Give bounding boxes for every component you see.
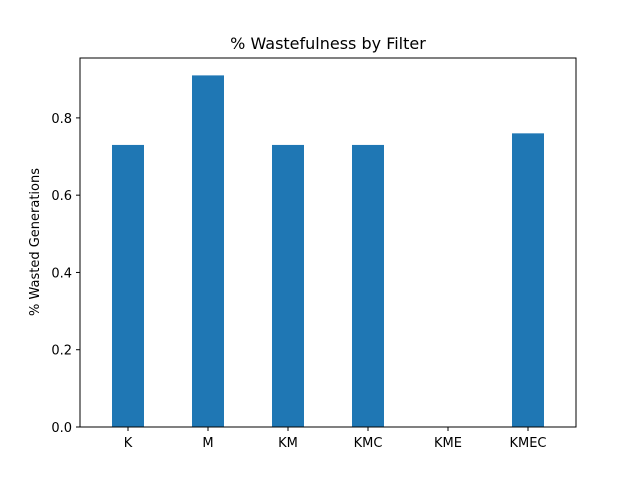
x-tick-label: K [124, 436, 133, 451]
x-tick-label: KM [278, 436, 298, 451]
y-tick-label: 0.8 [51, 112, 72, 127]
x-tick-label: M [202, 436, 213, 451]
axes-frame [79, 57, 577, 428]
y-axis-label: % Wasted Generations [28, 168, 43, 316]
x-tick-label: KMC [354, 436, 383, 451]
bars-group [112, 75, 544, 427]
y-axis-ticks: 0.0 0.2 0.4 0.6 0.8 [51, 112, 80, 436]
bar-kmec [512, 133, 544, 427]
bar-k [112, 144, 144, 427]
x-tick-label: KME [434, 436, 462, 451]
bar-km [272, 144, 304, 427]
y-tick-label: 0.6 [51, 189, 72, 204]
x-axis-ticks: K M KM KMC KME KMEC [124, 427, 547, 451]
y-tick-label: 0.0 [51, 421, 72, 436]
y-tick-label: 0.4 [51, 266, 72, 281]
bar-kmc [352, 144, 384, 427]
plot-area: 0.00.20.40.60.8 K M KM KMC KME KMEC [51, 57, 577, 451]
chart-title: % Wastefulness by Filter [230, 34, 426, 53]
y-tick-label: 0.2 [51, 344, 72, 359]
bar-m [192, 75, 224, 427]
x-tick-label: KMEC [509, 436, 546, 451]
